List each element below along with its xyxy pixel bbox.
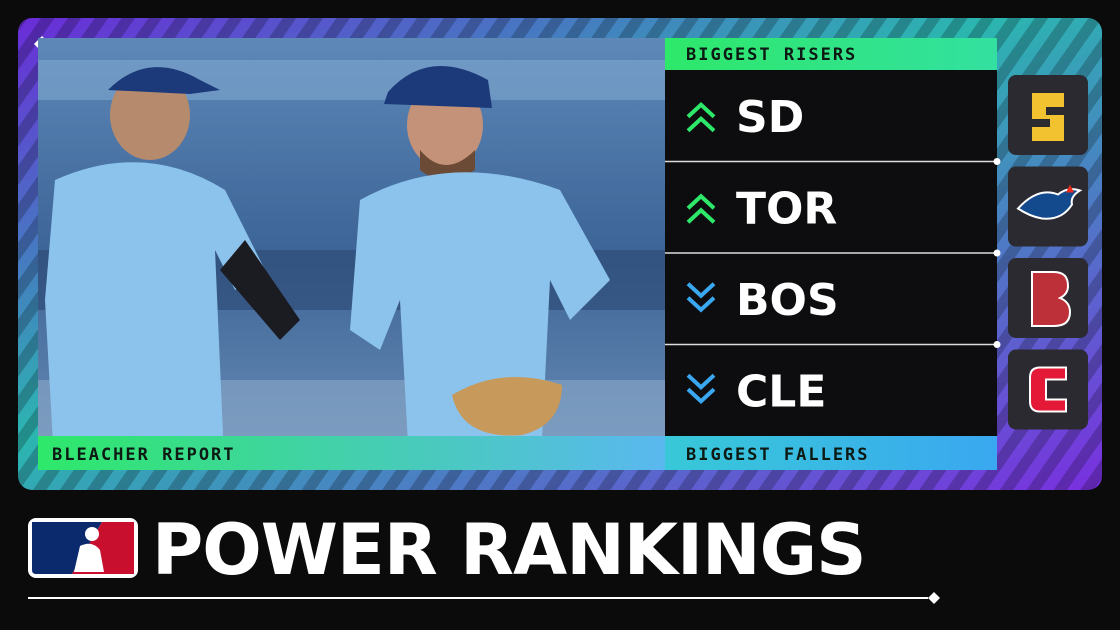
down-arrow: [686, 373, 716, 404]
team-abbr: CLE: [736, 366, 826, 417]
row-node: [993, 249, 1001, 257]
mlb-logo: [28, 518, 138, 578]
source-label: BLEACHER REPORT: [52, 445, 236, 465]
logo-mark: [1032, 93, 1064, 141]
team-abbr: SD: [736, 92, 804, 143]
row-node: [993, 341, 1001, 348]
rankings-panel: [665, 38, 997, 470]
up-arrow: [686, 193, 716, 224]
team-row: CLE: [686, 349, 1088, 430]
rule-diamond: [928, 592, 940, 604]
photo: [38, 38, 665, 470]
team-row: BOS: [665, 258, 1088, 348]
row-node: [993, 158, 1001, 165]
team-abbr: TOR: [736, 183, 837, 234]
team-rows: SD TOR BOS CLE: [665, 75, 1088, 430]
title: POWER RANKINGS: [152, 509, 866, 591]
logo-mark: [1029, 366, 1067, 413]
down-arrow: [686, 282, 716, 313]
team-row: TOR: [665, 166, 1088, 257]
risers-label: BIGGEST RISERS: [686, 45, 857, 65]
team-abbr: BOS: [736, 275, 839, 326]
logo-leaf: [1066, 184, 1074, 193]
up-arrow: [686, 102, 716, 133]
source-bar: [38, 436, 665, 470]
fallers-label: BIGGEST FALLERS: [686, 445, 870, 465]
logo-mark: [1031, 271, 1072, 327]
logo-bg: [1008, 349, 1088, 430]
fallers-bar: [665, 436, 997, 470]
logo-mark: [1016, 188, 1083, 220]
risers-bar: [665, 38, 997, 70]
team-row: SD: [665, 75, 1088, 165]
